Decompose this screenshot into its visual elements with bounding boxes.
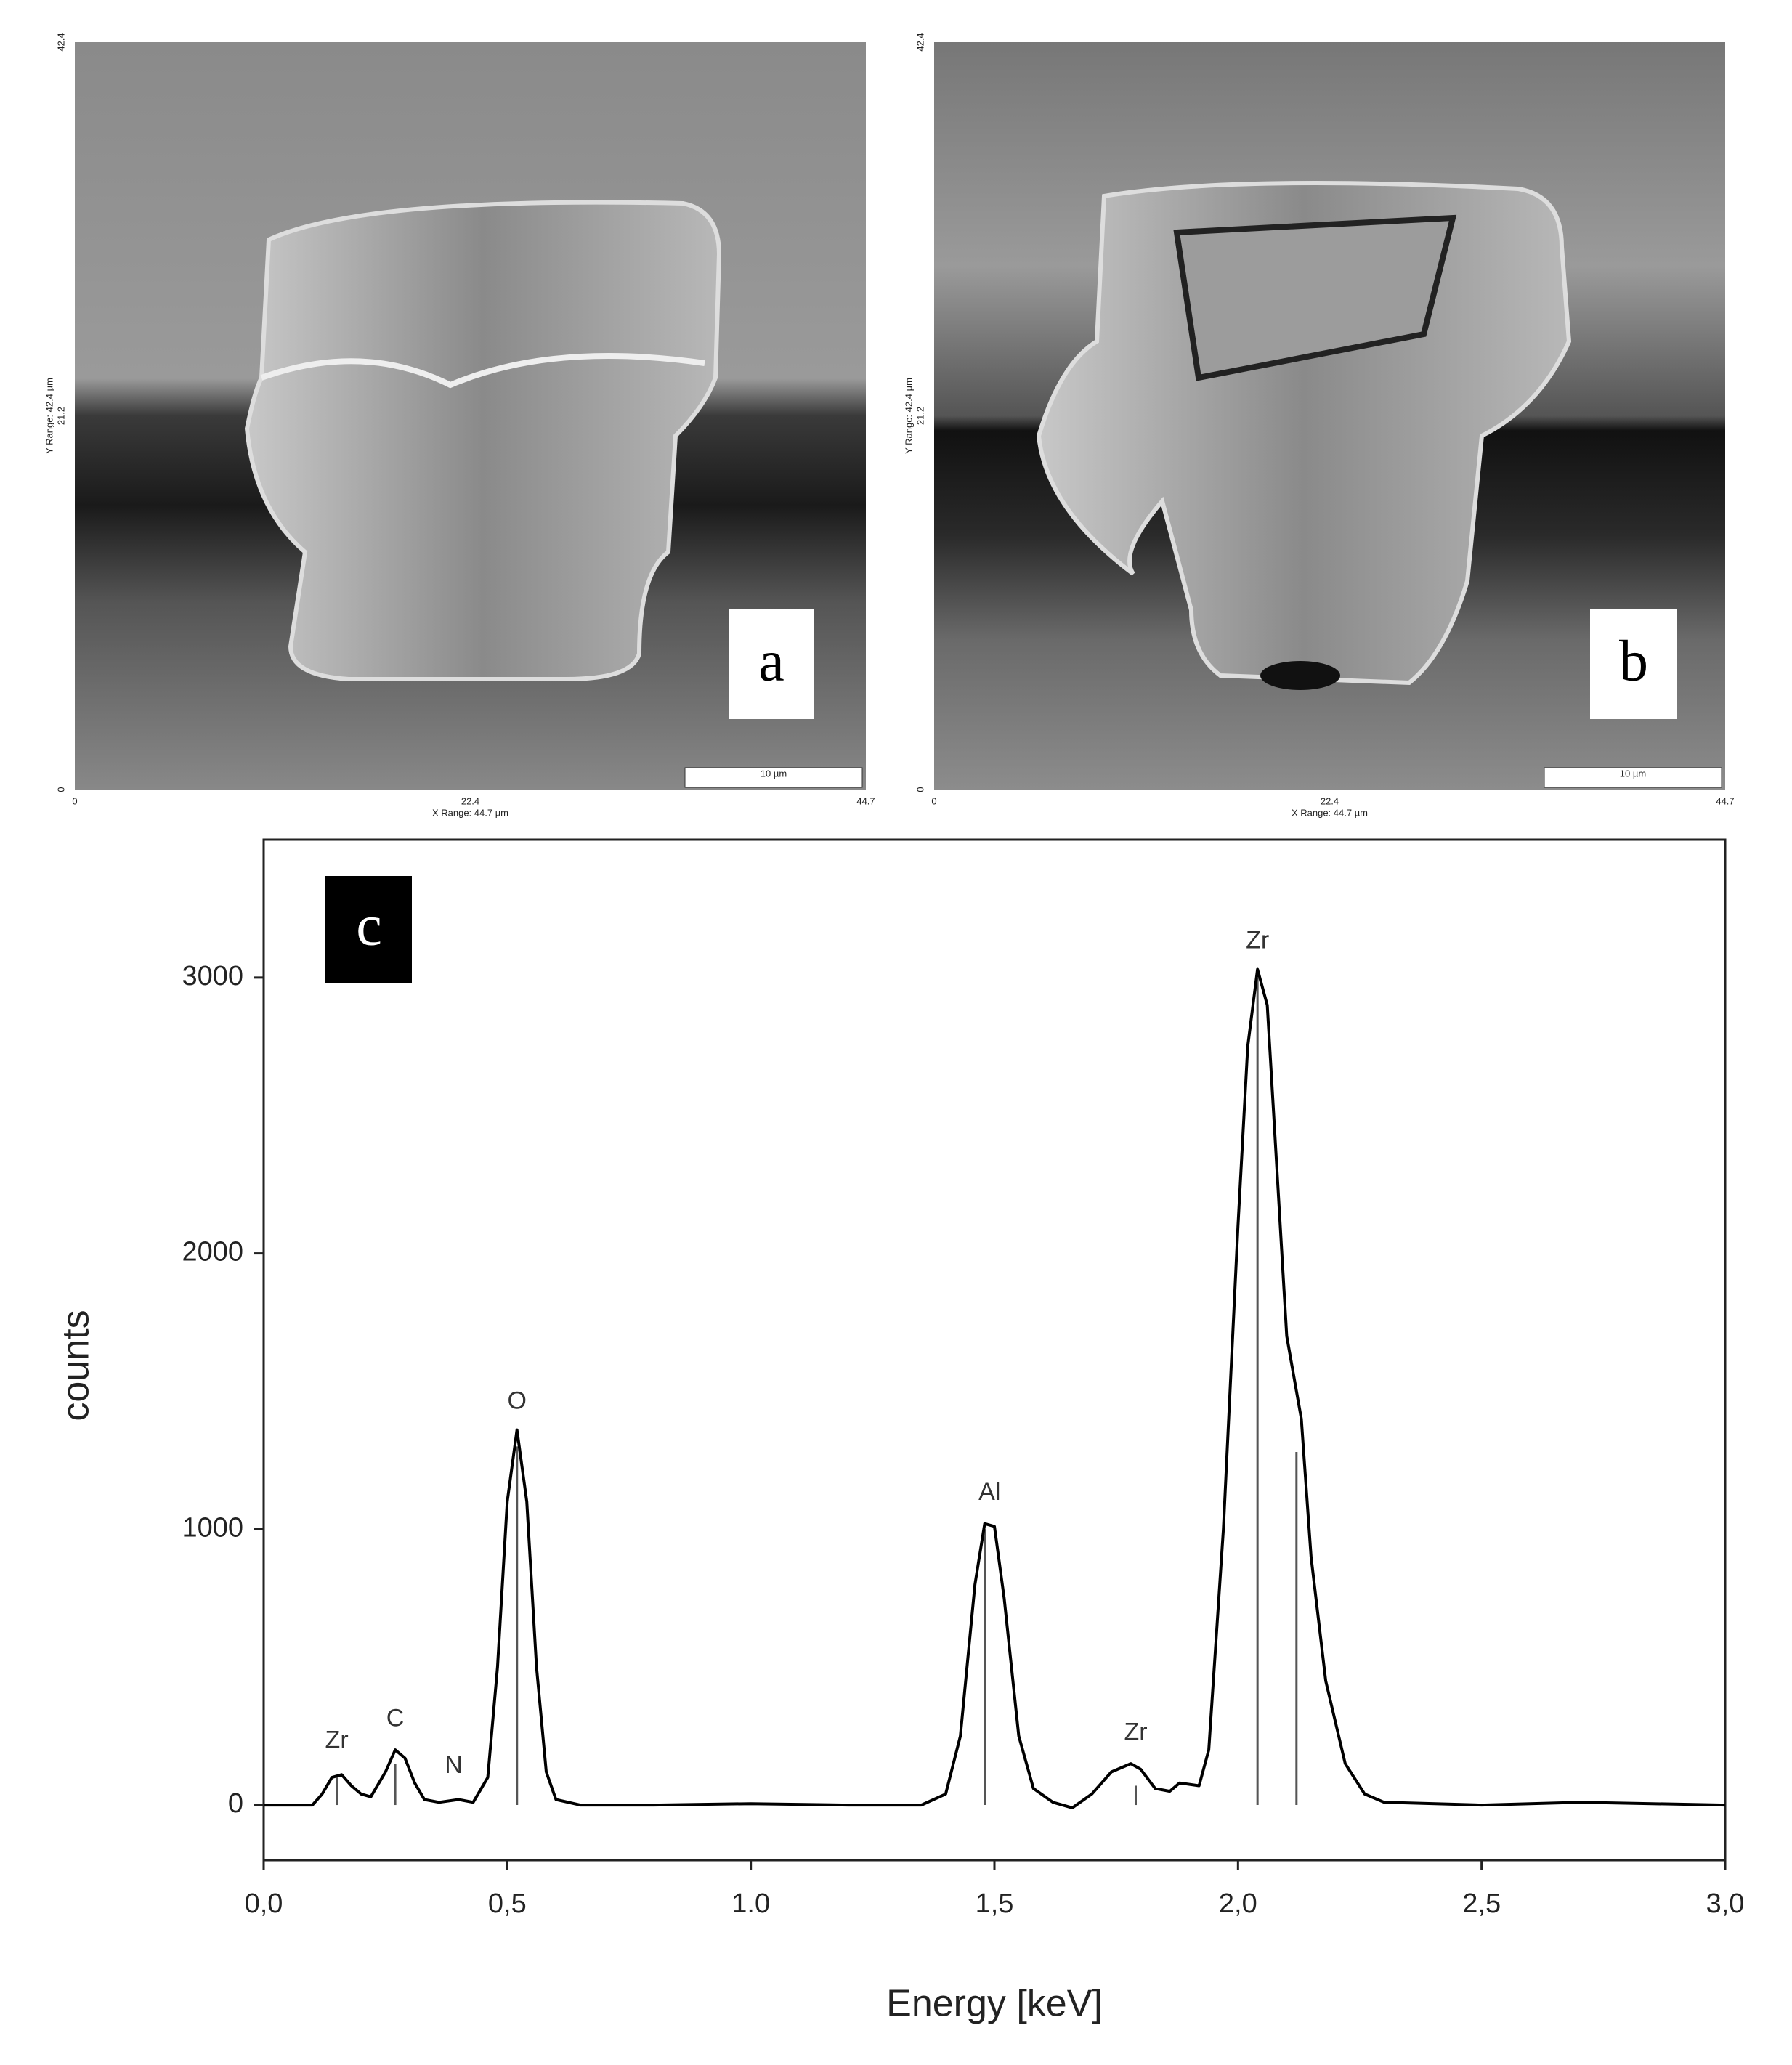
x-tick-label: 1.0	[731, 1888, 770, 1919]
x-tick-label: 1,5	[976, 1888, 1014, 1919]
y-tick-label: 21.2	[55, 407, 66, 425]
y-tick-label: 1000	[182, 1512, 243, 1543]
x-axis-title: X Range: 44.7 µm	[1292, 807, 1368, 818]
x-tick-label: 22.4	[1321, 795, 1339, 806]
label-box	[729, 609, 814, 719]
y-tick-label: 0	[228, 1788, 243, 1819]
scale-bar	[684, 767, 863, 788]
x-axis-title: Energy [keV]	[886, 1983, 1103, 2025]
x-tick-label: 0,5	[488, 1888, 527, 1919]
scale-bar-label: 10 µm	[1620, 768, 1646, 779]
x-tick-label: 0,0	[245, 1888, 283, 1919]
x-tick-label: 2,5	[1462, 1888, 1501, 1919]
pillar-b	[1036, 181, 1572, 686]
x-tick-label: 0	[72, 795, 77, 806]
y-tick-label: 0	[915, 787, 925, 792]
scale-bar-label: 10 µm	[761, 768, 787, 779]
pillar-a	[244, 200, 722, 681]
x-tick-label: 3,0	[1706, 1888, 1745, 1919]
scale-bar	[1544, 767, 1722, 788]
panel-label: a	[758, 629, 784, 693]
peak-label: O	[508, 1387, 527, 1415]
pillar-cavity	[1173, 214, 1457, 381]
x-tick-label: 0	[931, 795, 936, 806]
peak-label: Zr	[1124, 1718, 1147, 1745]
y-tick-label: 42.4	[915, 33, 925, 51]
x-tick-label: 22.4	[461, 795, 479, 806]
peak-label: Zr	[325, 1727, 349, 1754]
x-tick-label: 44.7	[856, 795, 875, 806]
pillar-edge	[260, 353, 705, 389]
peak-label: Zr	[1246, 926, 1269, 954]
y-axis-title: counts	[55, 1310, 97, 1421]
x-tick-label: 44.7	[1716, 795, 1734, 806]
peak-label: N	[445, 1751, 463, 1779]
peak-label: C	[386, 1704, 405, 1732]
label-box	[1590, 609, 1677, 719]
panel-label: c	[356, 893, 382, 957]
y-tick-label: 2000	[182, 1237, 243, 1267]
label-box	[325, 876, 412, 983]
y-tick-label: 42.4	[55, 33, 66, 51]
plot-frame	[262, 838, 1727, 1862]
x-axis-title: X Range: 44.7 µm	[432, 807, 508, 818]
pillar-hole	[1260, 661, 1340, 690]
panel-label: b	[1619, 629, 1648, 693]
peak-label: Al	[978, 1478, 1000, 1506]
x-tick-label: 2,0	[1219, 1888, 1257, 1919]
y-tick-label: 21.2	[915, 407, 925, 425]
y-axis-title: Y Range: 42.4 µm	[44, 378, 54, 454]
y-axis-title: Y Range: 42.4 µm	[903, 378, 914, 454]
spectrum-line	[264, 967, 1726, 1809]
y-tick-label: 3000	[182, 961, 243, 991]
y-tick-label: 0	[55, 787, 66, 792]
